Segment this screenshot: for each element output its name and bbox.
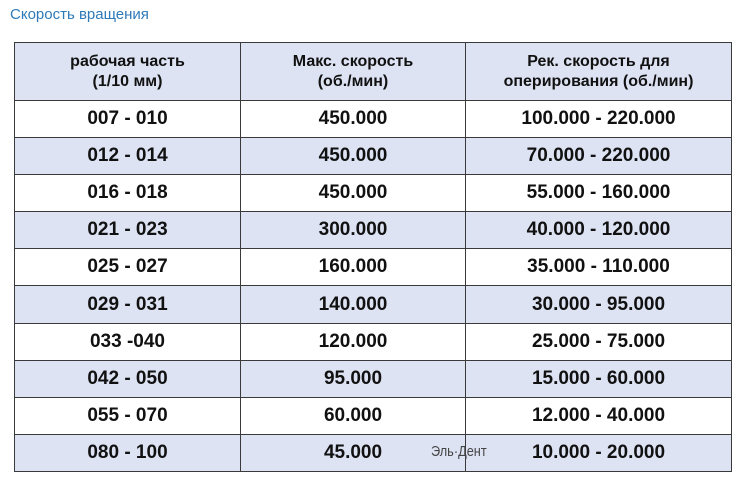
cell-recommended-speed: 70.000 - 220.000 [465, 137, 732, 176]
cell-recommended-speed: 10.000 - 20.000 [465, 433, 732, 472]
cell-max-speed: 45.000 [240, 433, 466, 472]
cell-max-speed: 160.000 [240, 248, 466, 287]
table-row: 055 - 070 60.000 12.000 - 40.000 [14, 396, 732, 435]
cell-working-part: 025 - 027 [14, 248, 241, 287]
cell-max-speed: 95.000 [240, 359, 466, 398]
cell-max-speed: 450.000 [240, 174, 466, 213]
cell-recommended-speed: 12.000 - 40.000 [465, 396, 732, 435]
header-recommended-speed: Рек. скорость для оперирования (об./мин) [465, 42, 732, 101]
cell-working-part: 012 - 014 [14, 137, 241, 176]
cell-working-part: 055 - 070 [14, 396, 241, 435]
table-row: 029 - 031 140.000 30.000 - 95.000 [14, 285, 732, 324]
cell-recommended-speed: 25.000 - 75.000 [465, 322, 732, 361]
cell-recommended-speed: 30.000 - 95.000 [465, 285, 732, 324]
watermark: Эль·Дент [431, 443, 487, 460]
table-row: 025 - 027 160.000 35.000 - 110.000 [14, 248, 732, 287]
cell-working-part: 080 - 100 [14, 433, 241, 472]
cell-recommended-speed: 40.000 - 120.000 [465, 211, 732, 250]
cell-max-speed: 140.000 [240, 285, 466, 324]
cell-working-part: 029 - 031 [14, 285, 241, 324]
cell-recommended-speed: 15.000 - 60.000 [465, 359, 732, 398]
cell-max-speed: 120.000 [240, 322, 466, 361]
header-row: рабочая часть (1/10 мм) Макс. скорость (… [14, 42, 732, 101]
table-row: 080 - 100 45.000 10.000 - 20.000 [14, 433, 732, 472]
cell-max-speed: 300.000 [240, 211, 466, 250]
cell-recommended-speed: 35.000 - 110.000 [465, 248, 732, 287]
table-row: 042 - 050 95.000 15.000 - 60.000 [14, 359, 732, 398]
cell-working-part: 042 - 050 [14, 359, 241, 398]
cell-max-speed: 450.000 [240, 99, 466, 139]
cell-working-part: 033 -040 [14, 322, 241, 361]
cell-recommended-speed: 100.000 - 220.000 [465, 99, 732, 139]
table-row: 021 - 023 300.000 40.000 - 120.000 [14, 211, 732, 250]
header-max-speed: Макс. скорость (об./мин) [240, 42, 466, 101]
cell-max-speed: 60.000 [240, 396, 466, 435]
table-row: 007 - 010 450.000 100.000 - 220.000 [14, 99, 732, 139]
cell-working-part: 021 - 023 [14, 211, 241, 250]
table-row: 016 - 018 450.000 55.000 - 160.000 [14, 174, 732, 213]
cell-max-speed: 450.000 [240, 137, 466, 176]
section-title: Скорость вращения [10, 6, 149, 23]
rotation-speed-table: рабочая часть (1/10 мм) Макс. скорость (… [14, 42, 732, 472]
table-row: 012 - 014 450.000 70.000 - 220.000 [14, 137, 732, 176]
cell-working-part: 007 - 010 [14, 99, 241, 139]
cell-working-part: 016 - 018 [14, 174, 241, 213]
table-row: 033 -040 120.000 25.000 - 75.000 [14, 322, 732, 361]
header-working-part: рабочая часть (1/10 мм) [14, 42, 241, 101]
cell-recommended-speed: 55.000 - 160.000 [465, 174, 732, 213]
